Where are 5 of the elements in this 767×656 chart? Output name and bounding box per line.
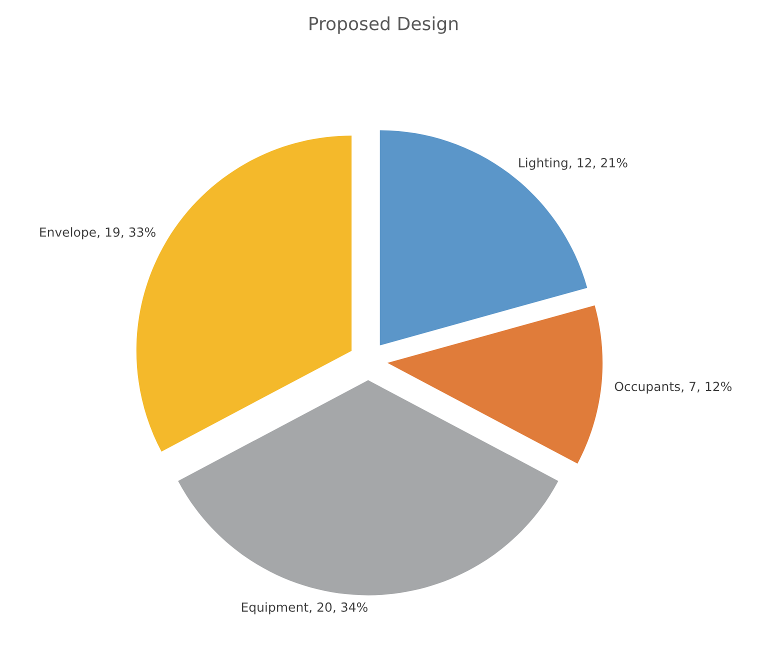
slice-label: Lighting, 12, 21% <box>519 158 628 170</box>
chart-title: Proposed Design <box>310 16 458 34</box>
slice-label: Envelope, 19, 33% <box>40 227 156 240</box>
slice-label: Occupants, 7, 12% <box>614 382 732 394</box>
slice-label: Equipment, 20, 34% <box>242 602 368 614</box>
